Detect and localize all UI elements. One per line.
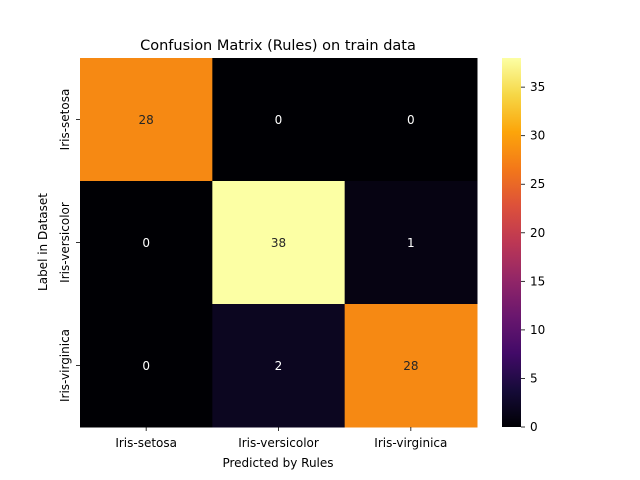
cell-value-label: 0 [142,236,150,250]
heatmap-cell [212,58,346,182]
colorbar-tick-label: 20 [530,226,545,240]
colorbar-tick-label: 30 [530,129,545,143]
cell-value-label: 38 [271,236,286,250]
heatmap-cell [344,58,478,182]
cell-value-label: 0 [142,359,150,373]
y-tick-label: Iris-setosa [58,89,72,151]
x-axis: Iris-setosa Iris-versicolor Iris-virginica [115,427,447,450]
x-tick-label: Iris-setosa [115,436,177,450]
y-axis-label: Label in Dataset [36,193,50,291]
y-tick-label: Iris-virginica [58,329,72,402]
colorbar-tick-label: 0 [530,420,538,434]
x-tick-label: Iris-versicolor [238,436,319,450]
colorbar-tick-label: 25 [530,177,545,191]
heatmap-cells: 28 0 0 0 38 1 0 2 28 [80,58,478,428]
cell-value-label: 2 [275,359,283,373]
cell-value-label: 28 [403,359,418,373]
heatmap-cell [80,304,213,428]
y-tick-label: Iris-versicolor [58,202,72,283]
cell-value-label: 0 [275,113,283,127]
heatmap-cell [344,181,478,305]
cell-value-label: 1 [407,236,415,250]
y-axis: Iris-setosa Iris-versicolor Iris-virginica [58,89,80,402]
heatmap-cell [80,58,213,182]
colorbar: 0 5 10 15 20 25 30 35 [502,58,545,434]
heatmap-cell [212,181,346,305]
cell-value-label: 0 [407,113,415,127]
colorbar-tick-label: 35 [530,80,545,94]
heatmap-cell [344,304,478,428]
heatmap-cell [212,304,346,428]
x-tick-label: Iris-virginica [374,436,447,450]
chart-title: Confusion Matrix (Rules) on train data [140,38,416,54]
colorbar-tick-label: 5 [530,371,538,385]
x-axis-label: Predicted by Rules [222,456,333,470]
colorbar-tick-label: 10 [530,323,545,337]
cell-value-label: 28 [139,113,154,127]
heatmap-cell [80,181,213,305]
colorbar-tick-label: 15 [530,274,545,288]
colorbar-gradient [502,58,521,427]
